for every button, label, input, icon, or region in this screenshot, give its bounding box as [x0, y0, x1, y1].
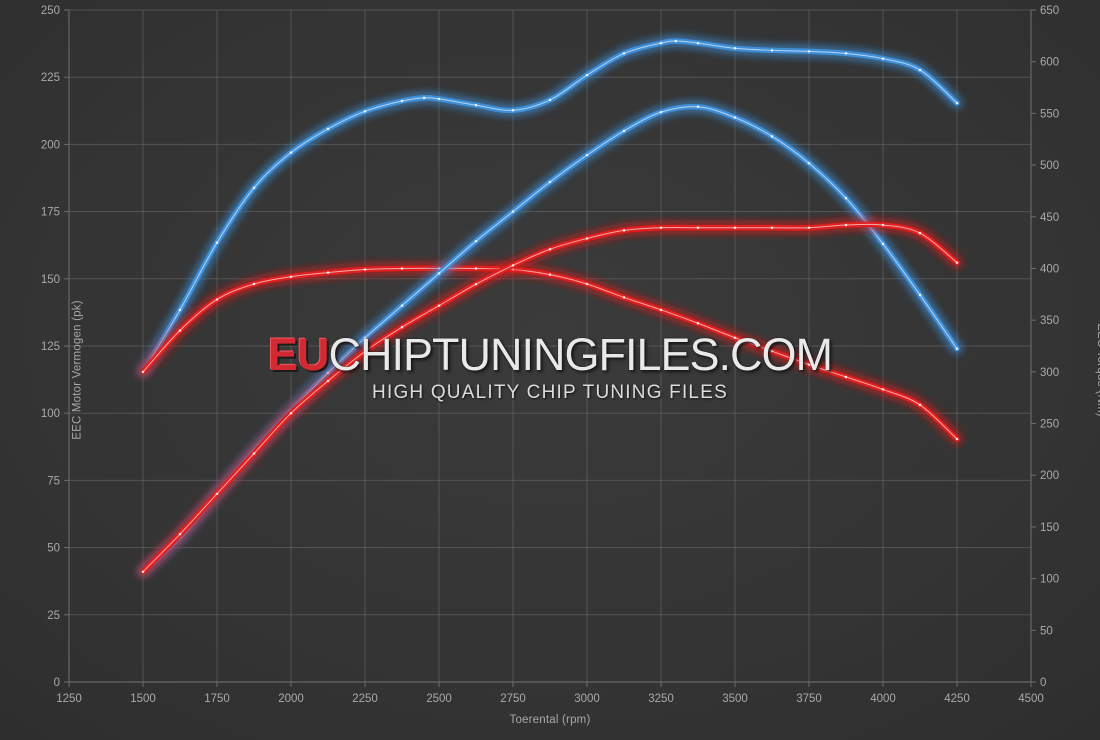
- svg-text:4500: 4500: [1018, 693, 1044, 705]
- svg-text:200: 200: [1040, 470, 1059, 482]
- svg-text:2500: 2500: [426, 693, 452, 705]
- svg-text:0: 0: [54, 677, 60, 689]
- svg-text:200: 200: [41, 139, 60, 151]
- svg-text:225: 225: [41, 72, 60, 84]
- svg-text:50: 50: [1040, 625, 1053, 637]
- svg-text:150: 150: [1040, 522, 1059, 534]
- svg-text:300: 300: [1040, 367, 1059, 379]
- svg-text:75: 75: [47, 475, 60, 487]
- svg-text:125: 125: [41, 341, 60, 353]
- curve-layer: [138, 36, 962, 577]
- svg-text:175: 175: [41, 207, 60, 219]
- svg-text:1250: 1250: [56, 693, 82, 705]
- svg-text:50: 50: [47, 543, 60, 555]
- svg-text:3500: 3500: [722, 693, 748, 705]
- svg-text:350: 350: [1040, 315, 1059, 327]
- svg-text:400: 400: [1040, 263, 1059, 275]
- axis-ticks: 0255075100125150175200225250050100150200…: [41, 5, 1059, 705]
- svg-text:450: 450: [1040, 212, 1059, 224]
- svg-text:2000: 2000: [278, 693, 304, 705]
- svg-text:100: 100: [41, 408, 60, 420]
- svg-text:2250: 2250: [352, 693, 378, 705]
- svg-text:0: 0: [1040, 677, 1046, 689]
- series-1: [138, 263, 962, 445]
- svg-text:500: 500: [1040, 160, 1059, 172]
- svg-text:2750: 2750: [500, 693, 526, 705]
- svg-text:4000: 4000: [870, 693, 896, 705]
- svg-text:4250: 4250: [944, 693, 970, 705]
- svg-text:100: 100: [1040, 574, 1059, 586]
- svg-text:650: 650: [1040, 5, 1059, 17]
- series-3: [138, 219, 962, 577]
- svg-text:3250: 3250: [648, 693, 674, 705]
- svg-text:3000: 3000: [574, 693, 600, 705]
- svg-text:250: 250: [41, 5, 60, 17]
- svg-text:3750: 3750: [796, 693, 822, 705]
- svg-text:1500: 1500: [130, 693, 156, 705]
- svg-text:1750: 1750: [204, 693, 230, 705]
- series-0: [138, 36, 962, 377]
- svg-text:150: 150: [41, 274, 60, 286]
- svg-text:25: 25: [47, 610, 60, 622]
- svg-text:550: 550: [1040, 108, 1059, 120]
- grid-lines: [68, 9, 1032, 683]
- svg-text:250: 250: [1040, 419, 1059, 431]
- svg-text:600: 600: [1040, 57, 1059, 69]
